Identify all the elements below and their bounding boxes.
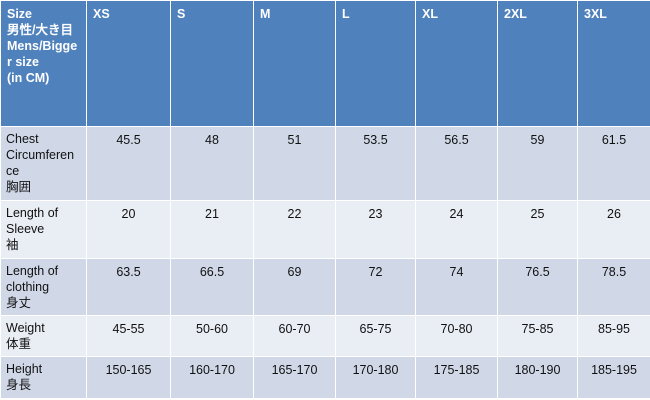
- row-label-cell: Length of Sleeve 袖: [0, 200, 87, 259]
- size-header: 3XL: [577, 0, 650, 127]
- data-row: Height 身長 150-165 160-170 165-170 170-180 175-…: [0, 356, 650, 399]
- size-value: 170-180: [335, 356, 416, 399]
- size-header: M: [253, 0, 336, 127]
- size-value: 50-60: [170, 315, 254, 357]
- size-value: 53.5: [335, 126, 416, 201]
- size-value: 70-80: [415, 315, 498, 357]
- size-value: 185-195: [577, 356, 650, 399]
- size-value: 51: [253, 126, 336, 201]
- size-header: 2XL: [497, 0, 578, 127]
- header-row: Size 男性/大き目 Mens/Bigge r size (in CM) XS S M L XL…: [0, 0, 650, 127]
- row-label-line: 体重: [6, 337, 32, 351]
- size-value: 78.5: [577, 258, 650, 316]
- data-row: Length of Sleeve 袖 20 21 22 23 24 25 26: [0, 200, 650, 259]
- size-value: 24: [415, 200, 498, 259]
- row-label-line: Length of: [6, 206, 59, 220]
- row-label-line: Weight: [6, 321, 45, 335]
- header-label-cell: Size 男性/大き目 Mens/Bigge r size (in CM): [0, 0, 87, 127]
- row-label-line: 胸囲: [6, 180, 32, 194]
- size-value: 20: [86, 200, 171, 259]
- header-label-line: Mens/Bigge: [7, 39, 78, 53]
- row-label-line: Chest: [6, 132, 39, 146]
- size-value: 65-75: [335, 315, 416, 357]
- row-label-line: 身丈: [6, 296, 32, 310]
- size-value: 56.5: [415, 126, 498, 201]
- size-value: 175-185: [415, 356, 498, 399]
- data-row: Chest Circumferen ce 胸囲 45.5 48 51 53.5 56.5 59 61…: [0, 126, 650, 201]
- size-value: 165-170: [253, 356, 336, 399]
- size-value: 69: [253, 258, 336, 316]
- size-value: 63.5: [86, 258, 171, 316]
- size-value: 45-55: [86, 315, 171, 357]
- header-label-line: r size: [7, 55, 39, 69]
- size-value: 74: [415, 258, 498, 316]
- size-value: 61.5: [577, 126, 650, 201]
- size-header: S: [170, 0, 254, 127]
- size-value: 59: [497, 126, 578, 201]
- size-value: 85-95: [577, 315, 650, 357]
- size-value: 160-170: [170, 356, 254, 399]
- size-value: 45.5: [86, 126, 171, 201]
- header-label-line: Size: [7, 7, 33, 21]
- row-label-line: 身長: [6, 378, 32, 392]
- size-header: L: [335, 0, 416, 127]
- row-label-line: Sleeve: [6, 222, 45, 236]
- row-label-cell: Chest Circumferen ce 胸囲: [0, 126, 87, 201]
- size-value: 150-165: [86, 356, 171, 399]
- row-label-line: Circumferen: [6, 148, 75, 162]
- size-value: 26: [577, 200, 650, 259]
- row-label-line: Length of: [6, 264, 59, 278]
- row-label-line: 袖: [6, 238, 19, 252]
- size-value: 76.5: [497, 258, 578, 316]
- row-label-line: ce: [6, 164, 20, 178]
- row-label-cell: Weight 体重: [0, 315, 87, 357]
- row-label-line: Height: [6, 362, 43, 376]
- header-label-line: (in CM): [7, 71, 50, 85]
- header-label-line: 男性/大き目: [7, 23, 73, 37]
- row-label-cell: Length of clothing 身丈: [0, 258, 87, 316]
- data-row: Length of clothing 身丈 63.5 66.5 69 72 74 76.5 78.…: [0, 258, 650, 316]
- size-value: 180-190: [497, 356, 578, 399]
- size-header: XS: [86, 0, 171, 127]
- size-value: 75-85: [497, 315, 578, 357]
- size-value: 22: [253, 200, 336, 259]
- size-value: 60-70: [253, 315, 336, 357]
- row-label-cell: Height 身長: [0, 356, 87, 399]
- size-value: 23: [335, 200, 416, 259]
- row-label-line: clothing: [6, 280, 50, 294]
- size-header: XL: [415, 0, 498, 127]
- size-value: 48: [170, 126, 254, 201]
- size-value: 25: [497, 200, 578, 259]
- size-value: 72: [335, 258, 416, 316]
- data-row: Weight 体重 45-55 50-60 60-70 65-75 70-80 75-85 85…: [0, 315, 650, 357]
- size-value: 21: [170, 200, 254, 259]
- size-value: 66.5: [170, 258, 254, 316]
